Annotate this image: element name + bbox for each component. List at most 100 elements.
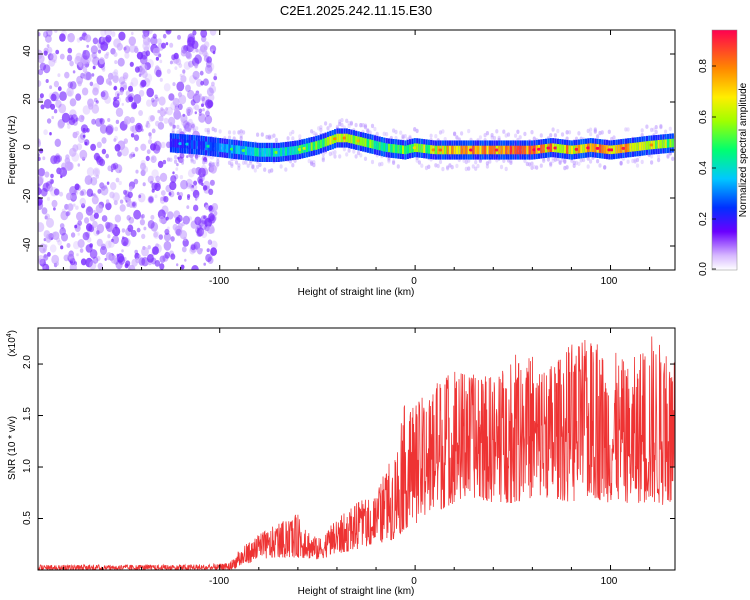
noise-blob — [45, 34, 52, 43]
ridge-halo — [317, 126, 321, 131]
noise-blob — [97, 49, 102, 54]
noise-blob — [153, 231, 158, 238]
ridge-core — [348, 134, 351, 143]
noise-blob — [107, 118, 111, 122]
noise-blob — [174, 106, 180, 114]
noise-blob — [186, 155, 189, 159]
ridge-core — [451, 145, 454, 155]
noise-blob — [47, 185, 54, 192]
ridge-core — [418, 143, 421, 153]
noise-blob — [43, 238, 47, 242]
noise-blob — [203, 185, 211, 194]
ridge-core — [552, 143, 555, 152]
ridge-halo — [310, 129, 314, 134]
ridge-core — [296, 145, 299, 155]
noise-blob — [159, 255, 166, 263]
ridge-halo — [514, 133, 518, 138]
noise-blob — [117, 151, 122, 157]
noise-blob — [152, 47, 160, 56]
noise-blob — [69, 255, 75, 262]
ridge-peak — [609, 148, 614, 152]
noise-blob — [204, 159, 208, 163]
ridge-halo — [635, 157, 640, 163]
noise-blob — [201, 35, 207, 43]
noise-blob — [152, 33, 157, 39]
ridge-halo — [434, 163, 438, 168]
scale-factor: (x104) — [6, 330, 18, 357]
noise-blob — [174, 174, 179, 180]
ridge-halo — [319, 127, 323, 133]
ridge-core — [327, 137, 330, 146]
ridge-halo — [549, 133, 553, 138]
ridge-core — [312, 141, 316, 151]
noise-blob — [105, 222, 114, 233]
noise-blob — [95, 204, 104, 214]
noise-blob — [112, 192, 120, 202]
noise-blob — [156, 38, 162, 45]
ridge-halo — [565, 165, 569, 170]
ridge-halo — [429, 133, 433, 138]
noise-blob — [192, 184, 198, 190]
noise-blob — [141, 233, 146, 239]
ridge-halo — [319, 125, 323, 130]
noise-blob — [92, 37, 99, 45]
noise-blob — [157, 209, 166, 220]
ridge-halo — [359, 123, 363, 128]
ridge-peak — [595, 146, 600, 150]
ridge-core — [198, 140, 201, 150]
ridge-halo — [382, 131, 386, 136]
noise-blob — [150, 155, 157, 163]
ridge-halo — [577, 161, 581, 166]
ridge-core — [627, 143, 630, 153]
ridge-halo — [650, 154, 654, 159]
noise-blob — [208, 93, 215, 102]
ridge-halo — [546, 157, 551, 162]
x-tick-label: 0 — [411, 576, 417, 587]
ridge-core — [362, 137, 365, 147]
ridge-halo — [415, 158, 419, 163]
noise-blob — [154, 94, 158, 99]
ridge-core — [226, 144, 229, 153]
noise-blob — [55, 49, 60, 55]
noise-blob — [54, 138, 61, 146]
ridge-halo — [556, 128, 560, 134]
ridge-halo — [640, 133, 644, 138]
ridge-halo — [321, 157, 325, 163]
scale-close: ) — [7, 330, 18, 333]
noise-blob — [117, 57, 125, 67]
noise-blob — [191, 47, 196, 54]
noise-blob — [189, 122, 196, 130]
ridge-halo — [274, 137, 278, 143]
noise-blob — [110, 255, 118, 264]
ridge-core — [261, 148, 264, 157]
noise-blob — [59, 227, 66, 236]
ridge-halo — [607, 129, 611, 134]
ridge-core — [380, 142, 384, 151]
ridge-core — [169, 138, 173, 148]
noise-blob — [92, 65, 96, 70]
noise-blob — [132, 202, 136, 207]
noise-blob — [41, 207, 48, 215]
ridge-halo — [399, 130, 403, 135]
noise-blob — [72, 131, 78, 139]
ridge-core — [228, 144, 231, 154]
ridge-core — [528, 145, 531, 155]
noise-blob — [60, 245, 64, 250]
ridge-halo — [668, 126, 672, 131]
ridge-halo — [549, 161, 553, 166]
ridge-halo — [532, 136, 536, 141]
ridge-halo — [331, 151, 335, 156]
noise-blob — [43, 230, 51, 239]
noise-blob — [155, 120, 160, 127]
ridge-core — [488, 145, 491, 155]
ridge-core — [329, 136, 332, 145]
noise-blob — [90, 176, 98, 186]
noise-blob — [146, 254, 154, 263]
ridge-halo — [443, 137, 447, 142]
noise-blob — [100, 185, 109, 196]
noise-blob — [176, 81, 185, 92]
noise-blob — [129, 44, 136, 53]
noise-blob — [53, 188, 60, 196]
x-tick-label: 100 — [601, 276, 618, 287]
ridge-core — [251, 147, 255, 156]
